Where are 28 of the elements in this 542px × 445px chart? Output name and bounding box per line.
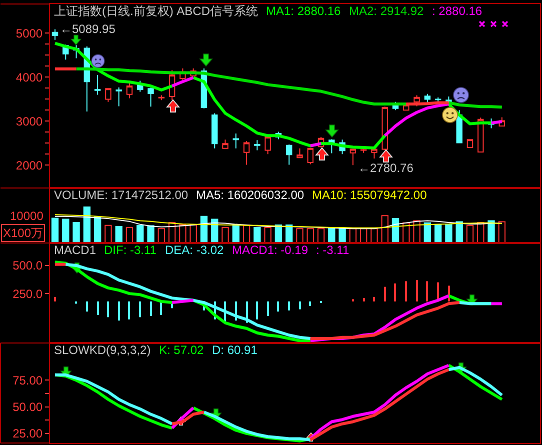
series-label: MA5: 160206032.00	[196, 188, 304, 202]
text: MA2: 2914.92	[349, 4, 424, 18]
annotation: ←2780.76	[358, 161, 414, 175]
y-tick-label: 500.0	[12, 258, 43, 273]
annotation: : -3.11	[316, 243, 350, 257]
text: : 2880.16	[432, 4, 482, 18]
y-axis-title: X100万	[3, 226, 44, 240]
y-tick-label: 250.0	[12, 286, 43, 301]
series-label: MA10: 155079472.00	[312, 188, 428, 202]
chart-title: SLOWKD(9,3,3,2)	[54, 343, 151, 357]
y-tick-label: 4000	[16, 70, 43, 84]
chart-title: VOLUME: 171472512.00	[54, 188, 188, 202]
chart-title: MACD1	[54, 243, 96, 257]
y-tick-label: 2000	[16, 158, 43, 172]
text: MA1: 2880.16	[266, 4, 342, 18]
y-tick-label: 50.00	[12, 400, 43, 414]
chart-title: 上证指数(日线.前复权) ABCD信号系统	[54, 4, 258, 18]
y-tick-label: 5000	[16, 26, 43, 40]
y-tick-label: 3000	[16, 114, 43, 128]
annotation: MACD1: -0.19	[232, 243, 308, 257]
text: 10000	[10, 209, 44, 223]
text: DIF: -3.11	[104, 243, 157, 257]
text: DEA: -3.02	[165, 243, 224, 257]
annotation: ←5089.95	[60, 22, 116, 36]
text: D: 60.91	[212, 343, 258, 357]
text: K: 57.02	[159, 343, 204, 357]
y-tick-label: 75.00	[12, 373, 43, 388]
y-tick-label: 25.00	[12, 426, 43, 441]
